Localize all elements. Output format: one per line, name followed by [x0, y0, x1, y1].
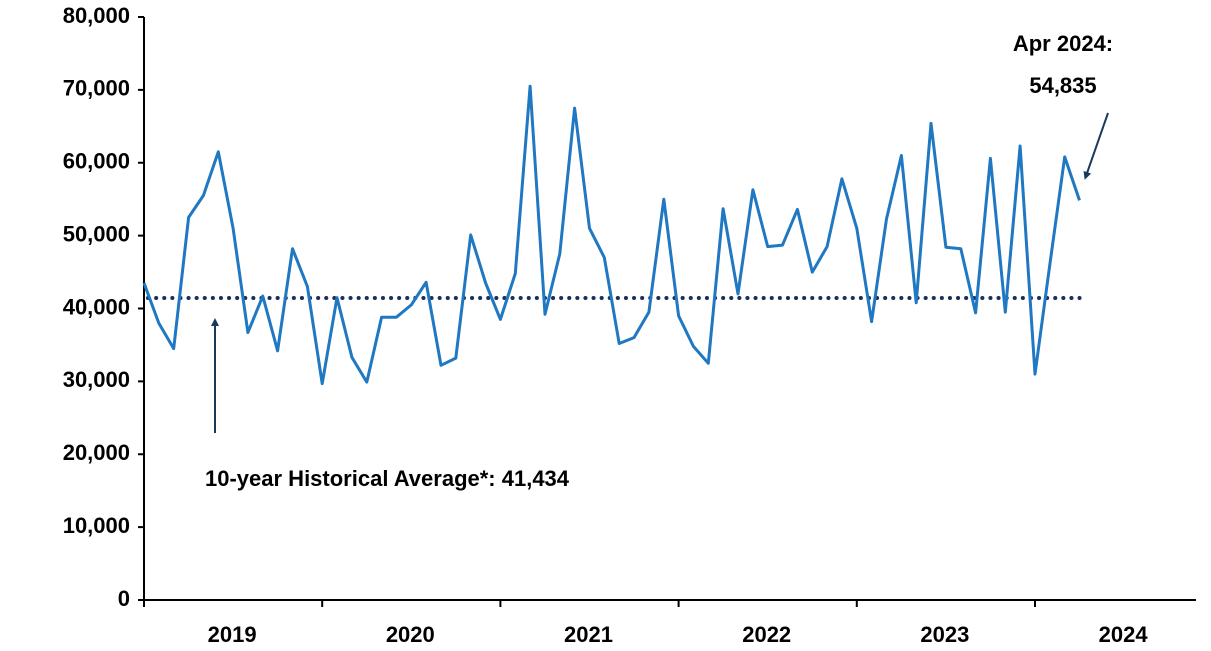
x-tick-label: 2021 — [564, 622, 613, 647]
x-tick-label: 2023 — [920, 622, 969, 647]
y-tick-label: 0 — [118, 586, 130, 611]
average-label: 10-year Historical Average*: 41,434 — [205, 466, 570, 491]
annotation: 54,835 — [1029, 73, 1096, 98]
y-tick-label: 80,000 — [63, 3, 130, 28]
x-tick-label: 2024 — [1099, 622, 1149, 647]
y-tick-label: 20,000 — [63, 440, 130, 465]
data-line — [142, 84, 1081, 386]
y-tick-label: 40,000 — [63, 294, 130, 319]
x-tick-label: 2022 — [742, 622, 791, 647]
y-tick-label: 50,000 — [63, 221, 130, 246]
y-tick-label: 10,000 — [63, 513, 130, 538]
annotation: Apr 2024: — [1013, 31, 1113, 56]
x-tick-label: 2019 — [208, 622, 257, 647]
x-tick-label: 2020 — [386, 622, 435, 647]
y-tick-label: 30,000 — [63, 367, 130, 392]
arrow — [1083, 112, 1109, 180]
y-tick-label: 70,000 — [63, 76, 130, 101]
y-tick-label: 60,000 — [63, 149, 130, 174]
